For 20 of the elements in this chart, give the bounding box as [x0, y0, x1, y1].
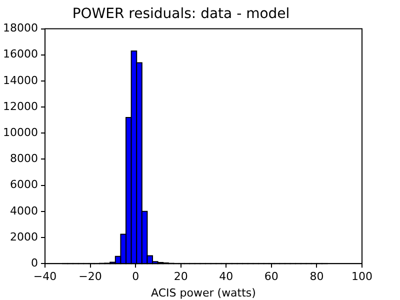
- y-tick-label: 8000: [10, 152, 38, 166]
- x-tick-label: −20: [78, 270, 102, 284]
- x-tick-label: 40: [219, 270, 234, 284]
- x-tick-label: 0: [132, 270, 140, 284]
- y-tick-label: 12000: [2, 100, 38, 113]
- y-tick-label: 18000: [2, 22, 38, 35]
- chart-title: POWER residuals: data - model: [72, 6, 290, 22]
- x-tick-label: 80: [310, 270, 324, 284]
- y-tick-label: 6000: [10, 178, 38, 192]
- y-tick-label: 0: [30, 256, 38, 270]
- x-axis-title: ACIS power (watts): [151, 286, 256, 300]
- x-tick-label: 20: [174, 270, 188, 284]
- y-tick-label: 16000: [2, 48, 38, 61]
- y-tick-label: 14000: [2, 74, 38, 87]
- x-tick-label: 60: [264, 270, 278, 284]
- y-tick-label: 10000: [2, 126, 38, 140]
- y-tick-label: 4000: [10, 204, 38, 218]
- y-tick-label: 2000: [10, 230, 38, 244]
- x-tick-label: −40: [33, 270, 57, 284]
- x-tick-label: 100: [352, 270, 372, 284]
